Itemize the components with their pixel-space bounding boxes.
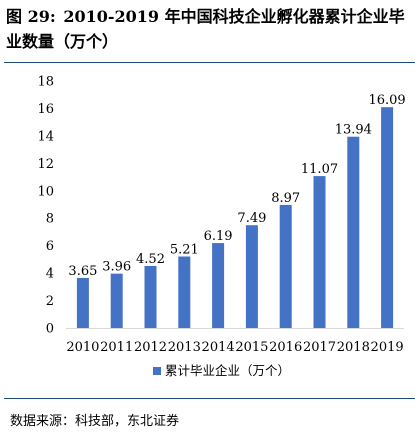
figure-label: 图 29:	[6, 7, 56, 26]
x-axis: 2010 2011 2012 2013 2014 2015 2016 2017 2018 2019	[66, 328, 404, 355]
x-tick-label: 2011	[100, 340, 133, 355]
title-rule	[4, 62, 415, 63]
x-tick-label: 2018	[337, 340, 370, 355]
y-tick-label: 16	[37, 102, 54, 117]
y-tick-label: 12	[37, 157, 54, 172]
y-tick-label: 10	[37, 184, 54, 199]
bar-2015	[245, 225, 258, 328]
data-label: 8.97	[271, 191, 300, 206]
y-tick-label: 4	[46, 267, 54, 282]
bar-chart: 0 2 4 6 8 10 12 14 16 18 2010 2011 2012 2013 2014 2015…	[37, 75, 405, 379]
bar-2014	[212, 243, 225, 328]
data-label: 16.09	[368, 93, 405, 108]
x-tick-label: 2017	[303, 340, 336, 355]
y-tick-label: 0	[46, 322, 54, 337]
data-label: 5.21	[170, 243, 199, 258]
bar-2017	[313, 176, 326, 328]
y-tick-label: 8	[46, 212, 54, 227]
legend-swatch	[153, 367, 161, 375]
x-tick-label: 2010	[66, 340, 99, 355]
x-tick-label: 2012	[134, 340, 167, 355]
bar-2011	[110, 273, 123, 328]
bar-2016	[279, 204, 292, 328]
y-tick-label: 2	[46, 294, 54, 309]
x-tick-label: 2014	[202, 340, 235, 355]
legend: 累计毕业企业（万个）	[153, 363, 290, 378]
bar-2013	[178, 256, 191, 328]
bar-2018	[347, 136, 360, 328]
data-label: 4.52	[136, 252, 165, 267]
figure-title-text: 2010-2019 年中国科技企业孵化器累计企业毕业数量（万个）	[6, 7, 405, 51]
y-tick-label: 6	[46, 239, 54, 254]
data-label: 7.49	[237, 211, 266, 226]
data-label: 6.19	[204, 229, 233, 244]
data-label: 3.96	[102, 260, 131, 275]
data-label: 11.07	[301, 162, 338, 177]
figure-title: 图 29: 2010-2019 年中国科技企业孵化器累计企业毕业数量（万个）	[6, 4, 414, 54]
y-axis: 0 2 4 6 8 10 12 14 16 18	[37, 75, 54, 337]
data-label: 3.65	[68, 264, 97, 279]
y-tick-label: 18	[37, 75, 54, 90]
bar-2010	[76, 277, 89, 328]
data-label: 13.94	[335, 123, 372, 138]
x-tick-label: 2013	[168, 340, 201, 355]
legend-label: 累计毕业企业（万个）	[165, 363, 290, 378]
x-tick-label: 2015	[235, 340, 268, 355]
bar-2019	[381, 107, 394, 328]
source-note: 数据来源：科技部，东北证券	[10, 414, 180, 429]
bar-series	[76, 107, 394, 328]
y-tick-label: 14	[37, 129, 54, 144]
source-rule	[4, 398, 415, 399]
x-tick-label: 2019	[371, 340, 404, 355]
x-tick-label: 2016	[269, 340, 302, 355]
bar-2012	[144, 265, 157, 328]
